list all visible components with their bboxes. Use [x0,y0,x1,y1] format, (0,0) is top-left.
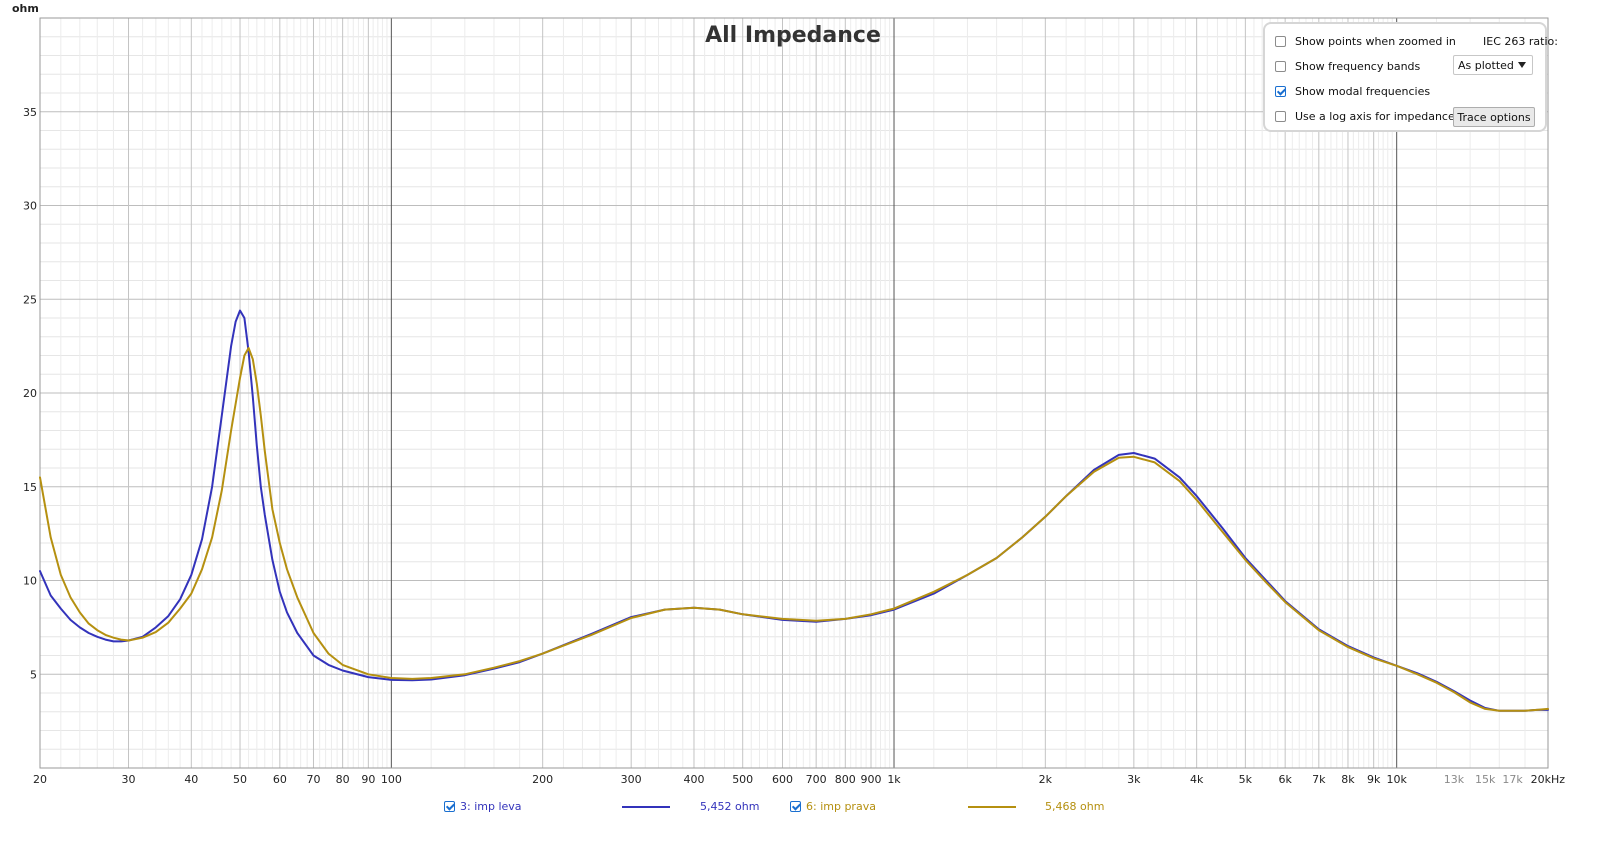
x-tick-label: 4k [1190,773,1204,786]
y-tick-label: 15 [23,481,37,494]
x-tick-label: 5k [1239,773,1253,786]
x-tick-label: 7k [1312,773,1326,786]
x-tick-label: 600 [772,773,793,786]
iec-ratio-value: As plotted [1458,58,1514,72]
chevron-down-icon [1518,62,1526,68]
show-bands-checkbox[interactable] [1275,61,1286,72]
x-tick-label: 400 [683,773,704,786]
iec-ratio-dropdown[interactable]: As plotted [1453,55,1533,75]
x-tick-label: 100 [381,773,402,786]
legend-value-imp-prava: 5,468 ohm [1045,799,1105,813]
x-tick-label: 80 [336,773,350,786]
x-tick-label: 9k [1367,773,1381,786]
y-tick-label: 20 [23,387,37,400]
x-tick-label: 6k [1278,773,1292,786]
x-tick-label: 3k [1127,773,1141,786]
legend-entry-imp-prava[interactable]: 6: imp prava [790,798,876,814]
legend-name-imp-prava: 6: imp prava [806,799,876,813]
x-tick-label: 20 [33,773,47,786]
plot-frame [39,17,1549,769]
x-tick-label: 10k [1386,773,1407,786]
x-tick-label: 50 [233,773,247,786]
series-layer [39,309,1549,712]
x-tick-label: 2k [1039,773,1053,786]
x-tick-label: 700 [806,773,827,786]
x-tick-label: 1k [887,773,901,786]
y-tick-label: 30 [23,200,37,213]
iec-ratio-label: IEC 263 ratio: [1483,35,1558,48]
legend-checkbox-imp-leva[interactable] [444,800,455,812]
y-tick-label: 10 [23,575,37,588]
y-tick-label: 35 [23,106,37,119]
legend-entry-imp-leva[interactable]: 3: imp leva [444,798,522,814]
y-axis-unit: ohm [12,2,39,15]
x-tick-label: 17k [1502,773,1523,786]
log-axis-checkbox[interactable] [1275,111,1286,122]
show-points-checkbox[interactable] [1275,36,1286,47]
x-tick-label: 300 [621,773,642,786]
x-tick-label: 8k [1341,773,1355,786]
legend-swatch-imp-prava [968,806,1016,808]
show-modal-label: Show modal frequencies [1295,85,1431,98]
legend-swatch-imp-leva [622,806,670,808]
x-tick-label: 500 [732,773,753,786]
y-tick-label: 25 [23,293,37,306]
x-tick-label: 70 [306,773,320,786]
options-panel: Show points when zoomed in Show frequenc… [1263,22,1558,132]
series-line-imp-prava [39,347,1549,712]
legend-name-imp-leva: 3: imp leva [460,799,522,813]
log-axis-option[interactable]: Use a log axis for impedance [1275,110,1455,123]
show-bands-option[interactable]: Show frequency bands [1275,60,1420,73]
legend-value-imp-leva: 5,452 ohm [700,799,760,813]
show-modal-option[interactable]: Show modal frequencies [1275,85,1430,98]
chart-title: All Impedance [705,23,881,48]
x-tick-label: 15k [1475,773,1496,786]
x-tick-label: 60 [273,773,287,786]
show-modal-checkbox[interactable] [1275,86,1286,97]
x-tick-label: 40 [184,773,198,786]
show-points-label: Show points when zoomed in [1295,35,1456,48]
log-axis-label: Use a log axis for impedance [1295,110,1455,123]
x-tick-label: 13k [1444,773,1465,786]
x-tick-label: 200 [532,773,553,786]
y-axis-ticks: 5 10 15 20 25 30 35 [23,106,37,682]
major-gridlines [40,18,1548,768]
show-bands-label: Show frequency bands [1295,60,1421,73]
trace-options-button[interactable]: Trace options [1453,107,1535,127]
x-axis-ticks: 20 30 40 50 60 70 80 90 100 200 300 400 500 600 700 800… [33,773,1565,786]
x-tick-label: 90 [361,773,375,786]
series-line-imp-leva [39,309,1549,712]
y-tick-label: 5 [30,668,37,681]
show-points-option[interactable]: Show points when zoomed in [1275,35,1456,48]
x-tick-label: 30 [122,773,136,786]
x-tick-label: 20kHz [1531,773,1566,786]
x-tick-label: 900 [861,773,882,786]
x-tick-label: 800 [835,773,856,786]
legend-checkbox-imp-prava[interactable] [790,800,801,812]
